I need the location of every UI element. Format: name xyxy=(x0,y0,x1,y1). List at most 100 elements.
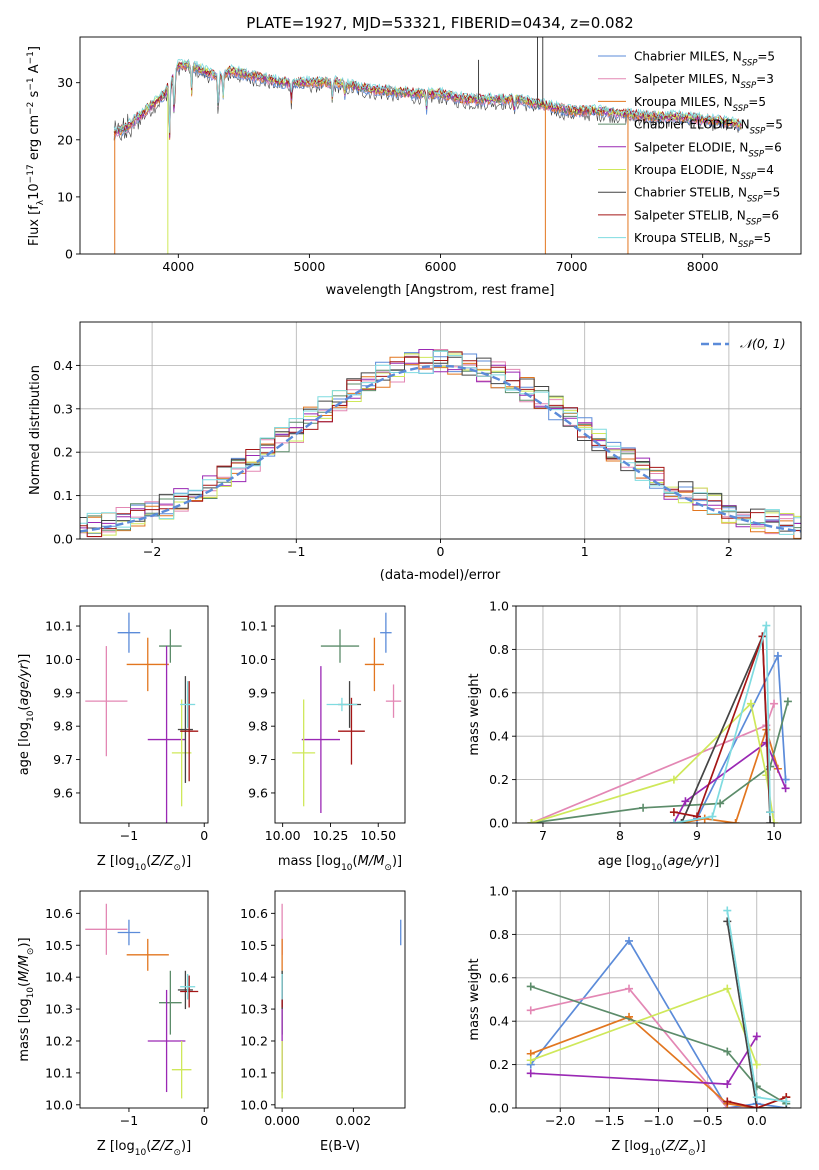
legend-suffix: =5 xyxy=(748,95,766,109)
y-tick-label: 9.7 xyxy=(248,752,268,767)
errorbar-point xyxy=(380,612,392,653)
legend-text: Salpeter MILES, N xyxy=(634,72,741,86)
x-tick-label: 0.000 xyxy=(264,1113,300,1128)
legend-label: 𝒩(0, 1) xyxy=(740,336,786,351)
label-part: erg cm xyxy=(27,115,42,164)
label-part: s xyxy=(27,90,42,101)
legend-sub: SSP xyxy=(746,217,762,227)
series-marker xyxy=(752,1060,761,1069)
legend-sub: SSP xyxy=(741,81,757,91)
x-tick-label: −1 xyxy=(120,1113,138,1128)
series-marker xyxy=(723,1097,732,1106)
label-part: ( xyxy=(662,854,667,869)
y-tick-label: 10.5 xyxy=(240,938,268,953)
errorbar-point xyxy=(171,699,192,807)
label-part: )] xyxy=(181,1139,191,1154)
legend-text: Chabrier STELIB, N xyxy=(634,186,747,200)
series-line xyxy=(530,985,787,1105)
line-series xyxy=(669,621,775,823)
label-part: age [log xyxy=(598,854,651,869)
x-tick-label: 0 xyxy=(437,544,445,559)
legend-text: Kroupa ELODIE, N xyxy=(634,163,741,177)
series-line xyxy=(681,726,779,823)
series-marker xyxy=(716,799,725,808)
label-part: ] xyxy=(27,46,42,51)
y-tick-label: 0.8 xyxy=(489,927,509,942)
axes-frame xyxy=(515,605,802,824)
panel-massweight-vs-Z: −2.0 −1.5 −1.0 −0.5 0.0 0.0 0.2 0.4 0.6 0.8 1.0 Z [… xyxy=(467,884,802,1158)
x-tick-label: 10.00 xyxy=(265,828,301,843)
plot-area xyxy=(526,906,791,1108)
legend-text: Kroupa STELIB, N xyxy=(634,231,738,245)
y-tick-label: 10 xyxy=(57,189,73,204)
legend-label: Chabrier STELIB, NSSP=5 xyxy=(634,186,780,205)
line-series xyxy=(526,1032,761,1089)
legend-sub: SSP xyxy=(738,240,754,250)
errorbar-point xyxy=(85,646,128,757)
series-marker xyxy=(677,819,686,823)
series-marker xyxy=(526,1069,535,1078)
legend-label: Salpeter MILES, NSSP=3 xyxy=(634,72,774,91)
legend-label: Salpeter STELIB, NSSP=6 xyxy=(634,208,779,227)
axes-frame xyxy=(274,605,406,824)
y-tick-label: 20 xyxy=(57,132,73,147)
y-tick-label: 10.4 xyxy=(45,970,73,985)
series-marker xyxy=(669,819,678,823)
label-part: mass [log xyxy=(278,854,341,869)
series-marker xyxy=(752,1032,761,1041)
x-tick-label: −1 xyxy=(287,544,305,559)
y-tick-label: 10.0 xyxy=(240,652,268,667)
x-tick-label: 10.50 xyxy=(360,828,396,843)
x-tick-label: −1.0 xyxy=(643,1113,673,1128)
errorbar-point xyxy=(180,975,199,1008)
errorbar-point xyxy=(126,938,169,971)
label-part: −17 xyxy=(26,164,36,183)
errorbar-point xyxy=(159,629,182,663)
y-tick-label: 9.6 xyxy=(53,785,73,800)
y-axis-label: age [log10(age/yr)] xyxy=(17,654,36,776)
label-part: 10 xyxy=(341,863,353,873)
line-series xyxy=(677,632,775,823)
y-tick-label: 10.0 xyxy=(240,1097,268,1112)
x-tick-label: 8 xyxy=(616,828,624,843)
label-part: E(B-V) xyxy=(320,1139,360,1154)
y-tick-label: 9.7 xyxy=(53,752,73,767)
x-axis-label: Z [log10(Z/Z⊙)] xyxy=(97,854,191,873)
x-axis-label: age [log10(age/yr)] xyxy=(598,854,720,873)
series-marker xyxy=(625,984,634,993)
legend-text: Chabrier ELODIE, N xyxy=(634,118,750,132)
label-part: Z [log xyxy=(97,854,135,869)
series-marker xyxy=(639,803,648,812)
y-tick-label: 10.6 xyxy=(240,906,268,921)
errorbar-point xyxy=(338,697,365,765)
series-line xyxy=(726,921,787,1108)
plot-area xyxy=(85,612,199,823)
x-tick-label: 6000 xyxy=(425,259,457,274)
legend-label: Kroupa STELIB, NSSP=5 xyxy=(634,231,771,250)
x-tick-label: 1 xyxy=(581,544,589,559)
legend-label: Salpeter ELODIE, NSSP=6 xyxy=(634,140,782,159)
errorbar-point xyxy=(177,676,193,783)
label-part: mass [log xyxy=(17,998,32,1061)
y-tick-label: 0.2 xyxy=(489,1057,509,1072)
axes-frame xyxy=(79,890,209,1109)
y-tick-label: 10.3 xyxy=(240,1002,268,1017)
y-tick-label: 10.1 xyxy=(240,619,268,634)
y-tick-label: 10.0 xyxy=(45,652,73,667)
x-tick-label: 10 xyxy=(766,828,782,843)
y-tick-label: 9.9 xyxy=(53,685,73,700)
figure-title: PLATE=1927, MJD=53321, FIBERID=0434, z=0… xyxy=(246,14,633,32)
label-part: 10 xyxy=(649,1148,661,1158)
errorbar-point xyxy=(85,903,128,955)
series-marker xyxy=(781,784,790,793)
legend-suffix: =6 xyxy=(764,140,782,154)
y-tick-label: 10.1 xyxy=(240,1065,268,1080)
y-tick-label: 1.0 xyxy=(489,884,509,899)
y-axis-label: mass [log10(M/M⊙)] xyxy=(17,937,36,1061)
legend-suffix: =5 xyxy=(765,118,783,132)
x-tick-label: 5000 xyxy=(294,259,326,274)
label-part: −1 xyxy=(26,51,36,64)
label-part: M/M xyxy=(17,955,32,982)
errorbar-point xyxy=(292,699,316,807)
